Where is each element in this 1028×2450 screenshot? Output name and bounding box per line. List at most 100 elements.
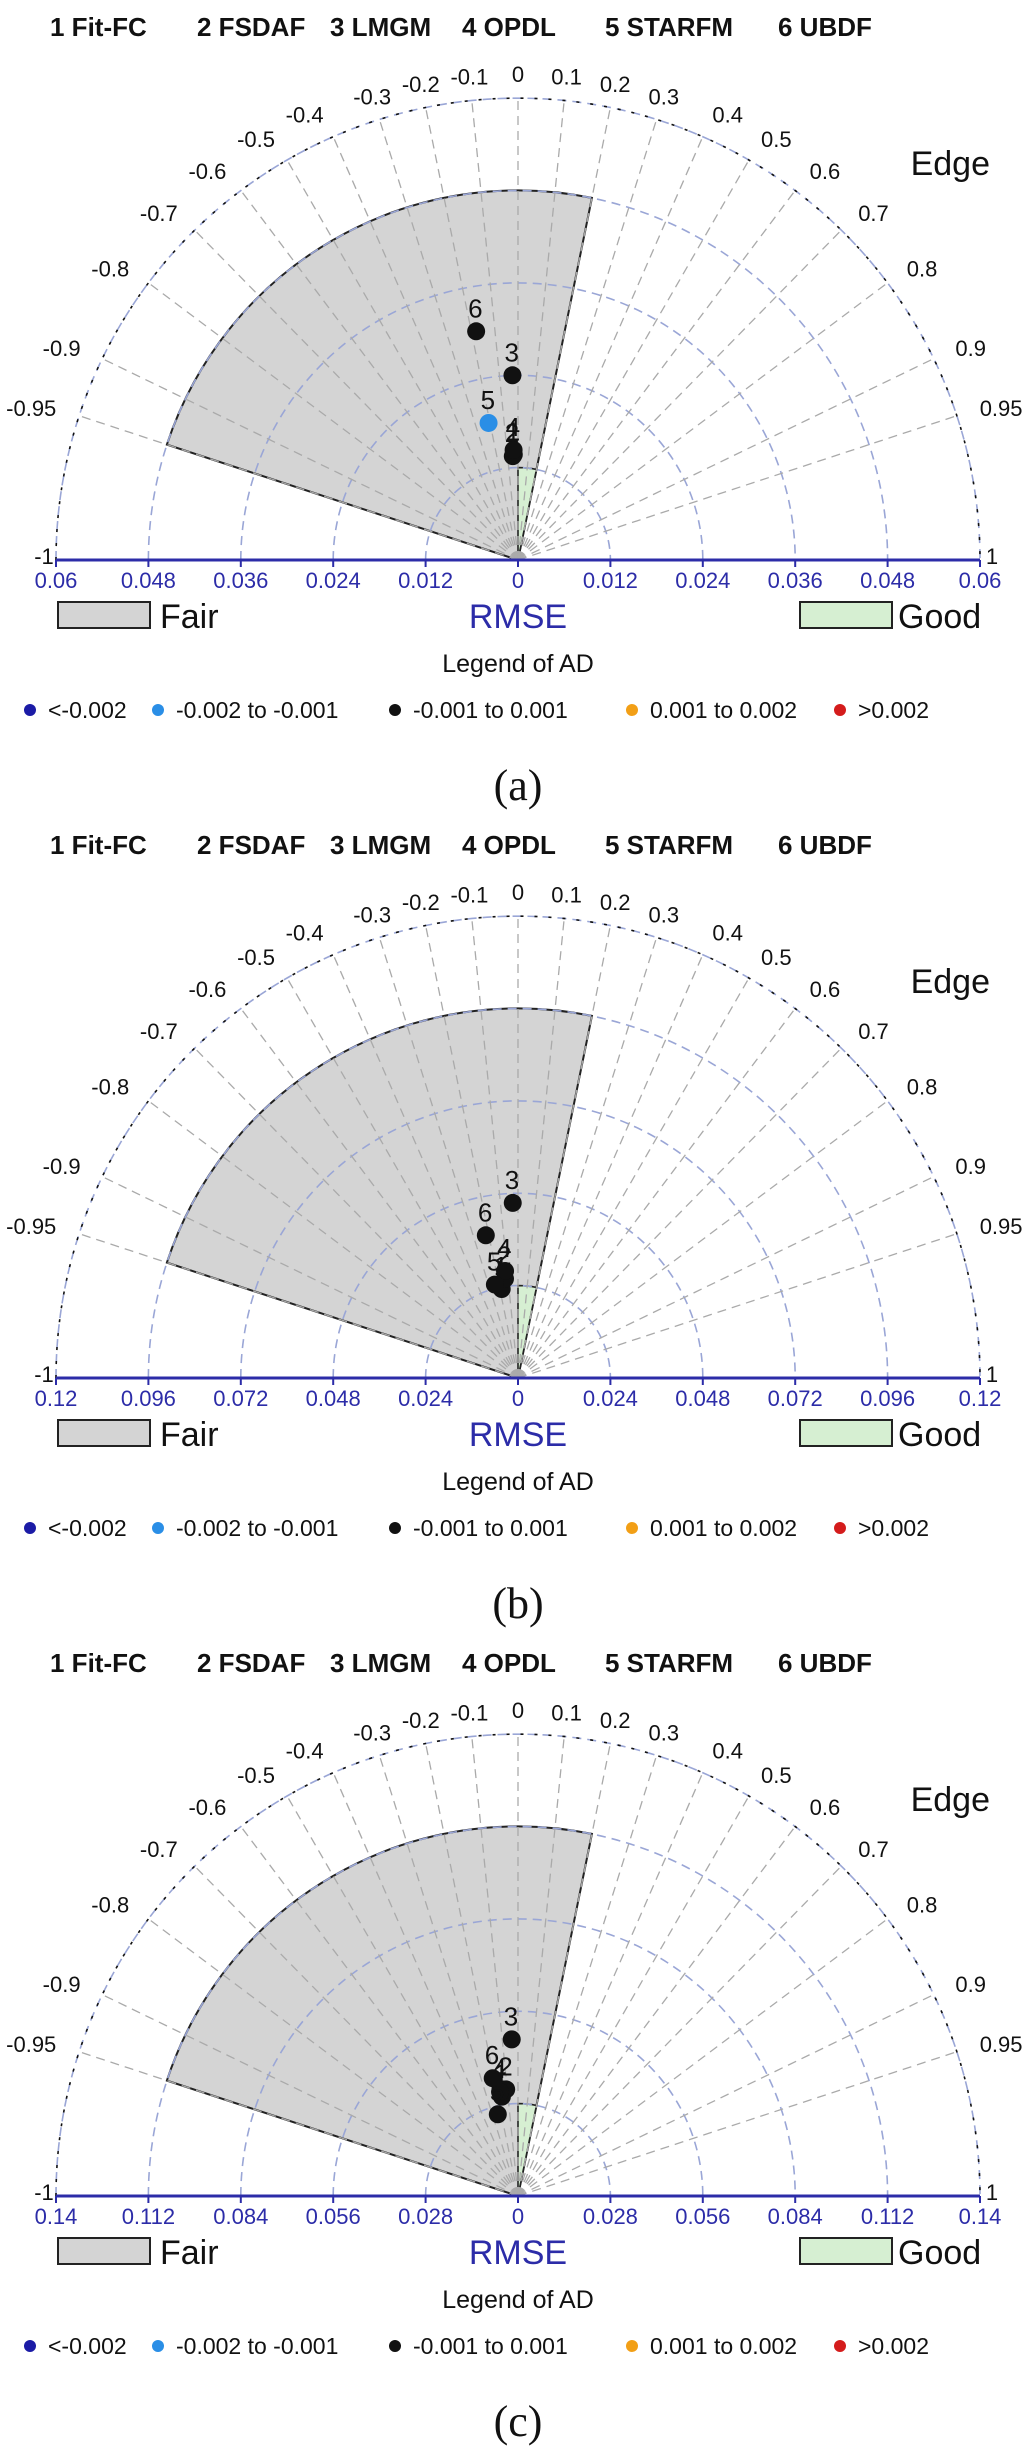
edge-tick-label: 0.2 xyxy=(600,890,631,915)
edge-tick-label: 1 xyxy=(986,544,998,569)
ad-legend-dot xyxy=(626,1522,638,1534)
method-label: 2 FSDAF xyxy=(197,830,305,860)
data-point xyxy=(485,1275,504,1294)
fair-legend-swatch xyxy=(57,1419,151,1447)
edge-spoke xyxy=(517,107,612,561)
edge-tick-label: 0.4 xyxy=(712,921,743,946)
rmse-tick-labels: 0.12 0.096 0.072 0.048 0.024 0 0.024 0.048 0.072… xyxy=(35,1378,1001,1411)
edge-tick-label: 0.6 xyxy=(810,977,841,1002)
rmse-axis-title: RMSE xyxy=(469,2234,567,2272)
rmse-tick-label: 0.012 xyxy=(398,568,453,593)
method-label: 4 OPDL xyxy=(462,12,556,42)
data-point xyxy=(467,322,486,341)
edge-tick-label: -0.9 xyxy=(43,336,81,361)
rmse-grid-arc xyxy=(424,2102,612,2197)
panel-caption: (b) xyxy=(492,1579,543,1628)
method-label: 1 Fit-FC xyxy=(50,12,147,42)
edge-tick-label: 1 xyxy=(986,2180,998,2205)
edge-tick-label: 0.5 xyxy=(761,127,792,152)
edge-spoke xyxy=(517,937,658,1379)
good-legend-label: Good xyxy=(898,1416,981,1454)
rmse-tick-label: 0 xyxy=(512,568,524,593)
edge-spoke xyxy=(286,1795,519,2197)
edge-spoke xyxy=(517,1918,888,2197)
edge-spoke xyxy=(517,190,796,561)
rmse-tick-label: 0.112 xyxy=(122,2204,175,2229)
edge-spoke xyxy=(517,1772,704,2197)
edge-spoke xyxy=(517,1233,958,1379)
panel-a: 1 Fit-FC 2 FSDAF 3 LMGM 4 OPDL 5 STARFM 6 UBD… xyxy=(0,0,1028,818)
edge-tick-label: 0.95 xyxy=(980,1214,1023,1239)
rmse-tick-label: 0.056 xyxy=(306,2204,361,2229)
edge-tick-label: 0.9 xyxy=(955,1972,986,1997)
ad-legend-label: <-0.002 xyxy=(48,697,127,723)
edge-spoke xyxy=(517,977,750,1379)
ad-legend-title: Legend of AD xyxy=(442,1468,594,1496)
fair-legend-label: Fair xyxy=(160,2234,219,2272)
edge-tick-label: -0.4 xyxy=(286,103,324,128)
fair-legend-label: Fair xyxy=(160,598,219,636)
edge-tick-label: -0.2 xyxy=(402,72,440,97)
edge-spoke xyxy=(517,1865,842,2197)
edge-spoke xyxy=(471,918,519,1379)
method-label: 3 LMGM xyxy=(330,12,431,42)
edge-spoke xyxy=(332,1772,519,2197)
data-point-label: 1 xyxy=(506,417,520,447)
edge-spoke xyxy=(517,1826,796,2197)
method-label: 3 LMGM xyxy=(330,1648,431,1678)
ad-legend-title: Legend of AD xyxy=(442,2286,594,2314)
ad-legend-label: 0.001 to 0.002 xyxy=(650,697,797,723)
edge-tick-label: -0.95 xyxy=(6,2032,56,2057)
edge-spoke xyxy=(101,1176,519,1379)
good-legend-label: Good xyxy=(898,2234,981,2272)
method-label: 2 FSDAF xyxy=(197,12,305,42)
edge-tick-label: -0.9 xyxy=(43,1154,81,1179)
rmse-tick-label: 0.06 xyxy=(35,568,78,593)
edge-spoke xyxy=(471,100,519,561)
edge-spoke xyxy=(517,415,958,561)
ad-legend-label: -0.002 to -0.001 xyxy=(176,697,338,723)
rmse-tick-label: 0.028 xyxy=(583,2204,638,2229)
rmse-tick-label: 0.096 xyxy=(121,1386,176,1411)
ad-legend-label: >0.002 xyxy=(858,1515,929,1541)
edge-tick-label: 0.9 xyxy=(955,336,986,361)
edge-tick-label: -0.6 xyxy=(188,1795,226,1820)
edge-tick-label: -1 xyxy=(34,1362,54,1387)
edge-spoke xyxy=(517,1176,935,1379)
edge-spoke xyxy=(101,1994,519,2197)
edge-spoke xyxy=(378,119,519,561)
edge-tick-labels: -1 -0.95 -0.9 -0.8 -0.7 -0.6 -0.5 -0.4 -0.3 -0.2-… xyxy=(6,62,1022,569)
edge-tick-labels: -1 -0.95 -0.9 -0.8 -0.7 -0.6 -0.5 -0.4 -0.3 -0.2-… xyxy=(6,880,1022,1387)
edge-spoke xyxy=(517,229,842,561)
rmse-tick-label: 0.14 xyxy=(35,2204,78,2229)
edge-spoke xyxy=(517,918,565,1379)
data-point xyxy=(496,1261,515,1280)
edge-spoke xyxy=(240,1826,519,2197)
rmse-axis-title: RMSE xyxy=(469,1416,567,1454)
ad-legend-dot xyxy=(152,1522,164,1534)
ad-legend-dot xyxy=(24,704,36,716)
rmse-tick-label: 0.12 xyxy=(35,1386,78,1411)
rmse-tick-labels: 0.06 0.048 0.036 0.024 0.012 0 0.012 0.024 0.036… xyxy=(35,560,1001,593)
edge-spoke xyxy=(517,1008,796,1379)
edge-tick-label: -0.8 xyxy=(91,1892,129,1917)
rmse-tick-label: 0.084 xyxy=(768,2204,823,2229)
ad-legend-dot xyxy=(626,704,638,716)
rmse-tick-label: 0.072 xyxy=(768,1386,823,1411)
edge-spoke xyxy=(286,977,519,1379)
edge-tick-label: 0.7 xyxy=(858,1837,889,1862)
data-point-label: 4 xyxy=(497,1233,511,1263)
data-point-label: 2 xyxy=(505,418,519,448)
edge-spoke xyxy=(78,415,519,561)
edge-axis-title: Edge xyxy=(911,1781,990,1819)
method-label: 5 STARFM xyxy=(605,12,733,42)
method-legend: 1 Fit-FC 2 FSDAF 3 LMGM 4 OPDL 5 STARFM 6 UBD… xyxy=(50,1648,872,1678)
taylor-chart-b: 1 Fit-FC 2 FSDAF 3 LMGM 4 OPDL 5 STARFM 6 UBD… xyxy=(6,830,1022,1628)
rmse-grid-arc xyxy=(424,1284,612,1379)
data-point-label: 3 xyxy=(504,337,518,367)
edge-tick-label: -0.3 xyxy=(353,902,391,927)
edge-tick-label: 0.3 xyxy=(649,902,680,927)
data-point-label: 2 xyxy=(498,2051,512,2081)
